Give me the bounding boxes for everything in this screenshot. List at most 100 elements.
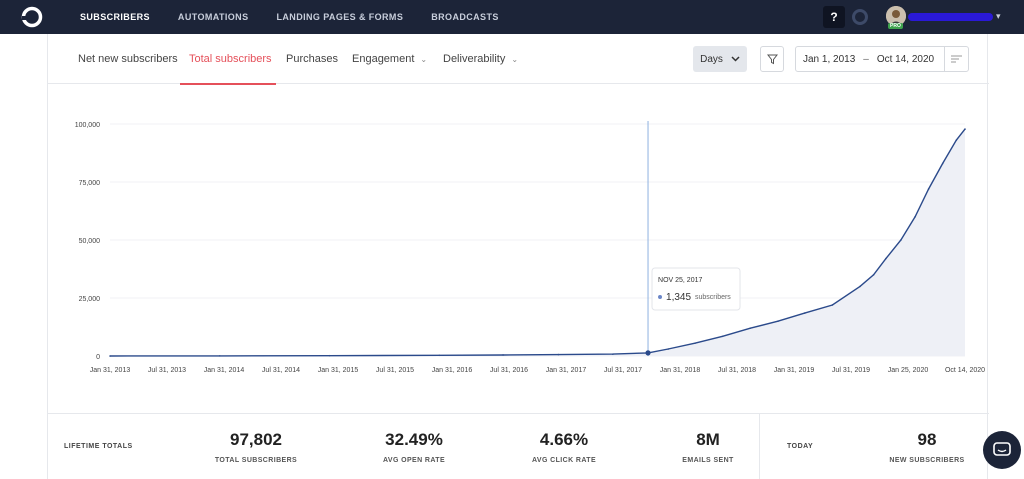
totals-divider [759,414,760,479]
chat-icon [993,442,1011,456]
today-label: TODAY [787,443,814,450]
x-tick-label: Jul 31, 2019 [832,367,870,374]
date-separator: – [863,53,869,65]
avatar[interactable] [886,6,906,26]
stat-new-subscribers-today: 98 NEW SUBSCRIBERS [867,430,987,464]
chart-data-point [831,304,834,306]
tab-engagement[interactable]: Engagement ⌄ [352,53,427,65]
x-tick-label: Jan 31, 2017 [546,367,587,374]
x-tick-label: Jan 25, 2020 [888,367,929,374]
x-tick-label: Jan 31, 2013 [90,367,131,374]
main-nav: SUBSCRIBERS AUTOMATIONS LANDING PAGES & … [80,0,527,34]
chart-data-point [859,285,861,288]
chat-launcher-button[interactable] [983,431,1021,469]
chart-data-point [872,274,875,276]
chart-data-point [900,239,902,241]
y-tick-label: 0 [96,354,100,361]
y-tick-label: 50,000 [79,238,101,245]
granularity-value: Days [700,53,723,65]
stat-label: AVG OPEN RATE [382,457,446,464]
stat-total-subscribers: 97,802 TOTAL SUBSCRIBERS [196,430,316,464]
x-tick-label: Jul 31, 2017 [604,367,642,374]
date-to: Oct 14, 2020 [876,53,935,65]
stat-label: AVG CLICK RATE [531,457,597,464]
tab-total-subscribers[interactable]: Total subscribers [189,53,272,65]
x-tick-label: Jul 31, 2018 [718,367,756,374]
help-button[interactable]: ? [823,6,845,28]
x-tick-label: Jul 31, 2016 [490,367,528,374]
chevron-down-icon [731,56,740,62]
stat-value: 8M [696,430,720,449]
x-tick-label: Jan 31, 2018 [660,367,701,374]
x-tick-label: Jul 31, 2015 [376,367,414,374]
app-logo-icon[interactable] [20,5,44,29]
x-tick-label: Jan 31, 2019 [774,367,815,374]
stat-label: NEW SUBSCRIBERS [889,457,965,464]
filter-button[interactable] [760,46,784,72]
chart-data-point [667,348,669,350]
stat-avg-click-rate: 4.66% AVG CLICK RATE [504,430,624,464]
chart-data-point [927,188,930,190]
totals-row: LIFETIME TOTALS 97,802 TOTAL SUBSCRIBERS… [48,413,989,479]
chevron-down-icon: ⌄ [420,55,428,64]
date-range-menu-button[interactable] [944,47,968,71]
chart-data-point [502,354,504,356]
tab-purchases[interactable]: Purchases [286,53,338,65]
chart-data-point [749,327,752,329]
chart-data-point [777,320,779,323]
chart-data-point [612,353,614,355]
chart-data-point [218,355,221,357]
stat-avg-open-rate: 32.49% AVG OPEN RATE [354,430,474,464]
x-tick-label: Jul 31, 2014 [262,367,300,374]
stat-value: 4.66% [539,430,589,449]
chart-data-point [438,354,441,357]
top-nav-bar: SUBSCRIBERS AUTOMATIONS LANDING PAGES & … [0,0,1024,34]
chart-data-point [109,355,111,357]
menu-lines-icon [951,55,962,63]
x-tick-label: Oct 14, 2020 [945,367,985,374]
chart-data-point [964,128,966,130]
tooltip-series-dot [658,295,663,299]
chart-data-point [694,342,696,345]
tooltip-unit: subscribers [695,294,731,301]
status-ring-icon [852,9,868,25]
chart-series-line [109,128,966,357]
active-tab-underline [180,83,276,85]
account-caret-icon[interactable]: ▾ [996,11,1001,21]
report-tabs: Net new subscribers Total subscribers Pu… [48,34,989,85]
hover-point[interactable] [645,350,651,356]
tab-deliverability-label: Deliverability [443,53,506,65]
filter-icon [766,54,778,64]
y-tick-label: 25,000 [79,296,101,303]
lifetime-totals-label: LIFETIME TOTALS [64,443,133,450]
chart-data-point [941,162,944,165]
chart-area-fill [110,129,965,356]
account-name-redacted[interactable] [908,13,993,21]
tooltip-date: NOV 25, 2017 [658,277,702,284]
tab-net-new-subscribers[interactable]: Net new subscribers [78,53,178,65]
nav-broadcasts[interactable]: BROADCASTS [431,12,499,22]
tooltip-value: 1,345 [666,292,691,303]
chart-data-point [557,353,560,356]
y-tick-label: 75,000 [79,180,101,187]
tab-deliverability[interactable]: Deliverability ⌄ [443,53,518,65]
pro-badge: PRO [888,23,903,29]
x-tick-label: Jan 31, 2014 [204,367,245,374]
granularity-select[interactable]: Days [693,46,747,72]
chevron-down-icon: ⌄ [511,55,519,64]
chart-data-point [721,335,724,338]
chart-data-point [914,216,916,218]
nav-landing-pages-forms[interactable]: LANDING PAGES & FORMS [276,12,404,22]
nav-automations[interactable]: AUTOMATIONS [177,12,249,22]
stat-value: 98 [917,430,937,449]
reports-card: Net new subscribers Total subscribers Pu… [47,34,989,479]
nav-subscribers[interactable]: SUBSCRIBERS [80,12,150,22]
stat-value: 32.49% [385,430,443,449]
x-tick-label: Jan 31, 2015 [318,367,359,374]
date-range-picker[interactable]: Jan 1, 2013 – Oct 14, 2020 [795,46,969,72]
chart-data-point [803,312,806,314]
tooltip-box [651,267,741,311]
stat-label: TOTAL SUBSCRIBERS [214,457,298,464]
chart-data-point [955,139,958,142]
